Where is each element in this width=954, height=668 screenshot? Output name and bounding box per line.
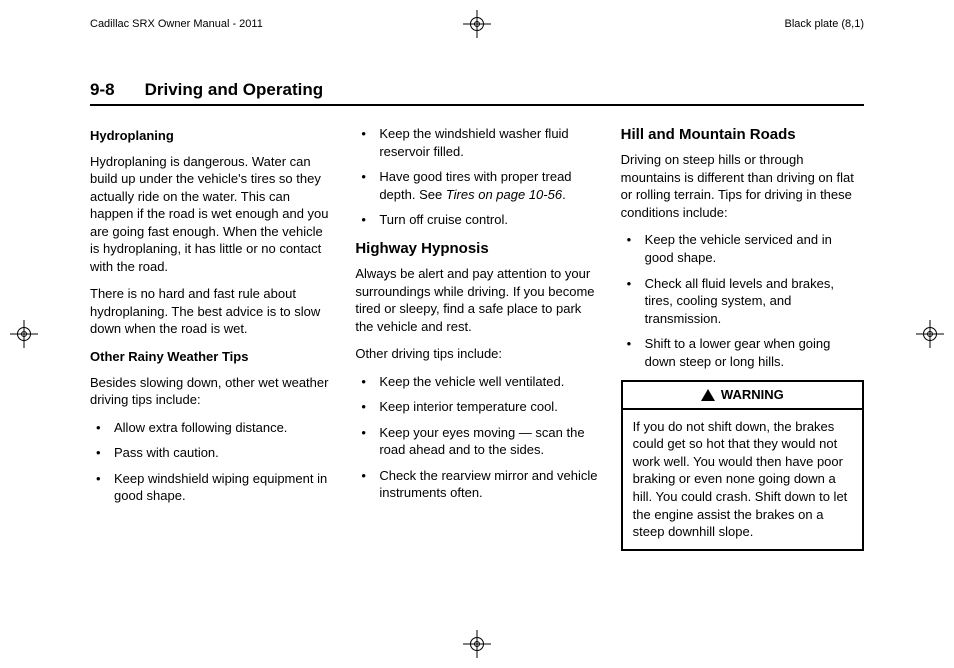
- bullet-list: Keep the vehicle well ventilated. Keep i…: [355, 373, 598, 502]
- column-3: Hill and Mountain Roads Driving on steep…: [621, 125, 864, 618]
- column-1: Hydroplaning Hydroplaning is dangerous. …: [90, 125, 333, 618]
- page: Cadillac SRX Owner Manual - 2011 Black p…: [0, 0, 954, 668]
- column-2: Keep the windshield washer fluid reservo…: [355, 125, 598, 618]
- heading-highway-hypnosis: Highway Hypnosis: [355, 239, 598, 259]
- cross-reference: Tires on page 10‑56: [446, 187, 562, 202]
- list-item: Check all fluid levels and brakes, tires…: [621, 275, 864, 328]
- heading-hill-mountain: Hill and Mountain Roads: [621, 125, 864, 145]
- list-item: Keep the vehicle serviced and in good sh…: [621, 231, 864, 266]
- bullet-list: Keep the windshield washer fluid reservo…: [355, 125, 598, 229]
- header-right: Black plate (8,1): [785, 18, 864, 30]
- heading-hydroplaning: Hydroplaning: [90, 127, 333, 145]
- registration-mark-top: [463, 10, 491, 38]
- list-item: Keep interior temperature cool.: [355, 398, 598, 416]
- page-number: 9-8: [90, 80, 115, 100]
- warning-body: If you do not shift down, the brakes cou…: [623, 410, 862, 549]
- list-item: Keep windshield wiping equipment in good…: [90, 470, 333, 505]
- paragraph: Driving on steep hills or through mounta…: [621, 151, 864, 221]
- warning-box: WARNING If you do not shift down, the br…: [621, 380, 864, 550]
- content: Hydroplaning Hydroplaning is dangerous. …: [90, 125, 864, 618]
- bullet-list: Keep the vehicle serviced and in good sh…: [621, 231, 864, 370]
- header-left: Cadillac SRX Owner Manual - 2011: [90, 18, 263, 30]
- list-item: Have good tires with proper tread depth.…: [355, 168, 598, 203]
- list-item: Turn off cruise control.: [355, 211, 598, 229]
- list-item: Shift to a lower gear when going down st…: [621, 335, 864, 370]
- paragraph: Other driving tips include:: [355, 345, 598, 363]
- list-item: Keep your eyes moving — scan the road ah…: [355, 424, 598, 459]
- warning-icon: [701, 389, 715, 401]
- registration-mark-left: [10, 320, 38, 348]
- list-item: Keep the windshield washer fluid reservo…: [355, 125, 598, 160]
- list-item: Allow extra following distance.: [90, 419, 333, 437]
- registration-mark-bottom: [463, 630, 491, 658]
- list-item-text: .: [562, 187, 566, 202]
- bullet-list: Allow extra following distance. Pass wit…: [90, 419, 333, 505]
- paragraph: There is no hard and fast rule about hyd…: [90, 285, 333, 338]
- warning-header: WARNING: [623, 382, 862, 410]
- list-item: Check the rearview mirror and vehicle in…: [355, 467, 598, 502]
- paragraph: Besides slowing down, other wet weather …: [90, 374, 333, 409]
- list-item: Pass with caution.: [90, 444, 333, 462]
- paragraph: Always be alert and pay attention to you…: [355, 265, 598, 335]
- registration-mark-right: [916, 320, 944, 348]
- list-item: Keep the vehicle well ventilated.: [355, 373, 598, 391]
- heading-rainy-tips: Other Rainy Weather Tips: [90, 348, 333, 366]
- chapter-title: Driving and Operating: [145, 80, 324, 100]
- paragraph: Hydroplaning is dangerous. Water can bui…: [90, 153, 333, 276]
- warning-label: WARNING: [721, 386, 784, 404]
- page-heading: 9-8 Driving and Operating: [90, 80, 864, 106]
